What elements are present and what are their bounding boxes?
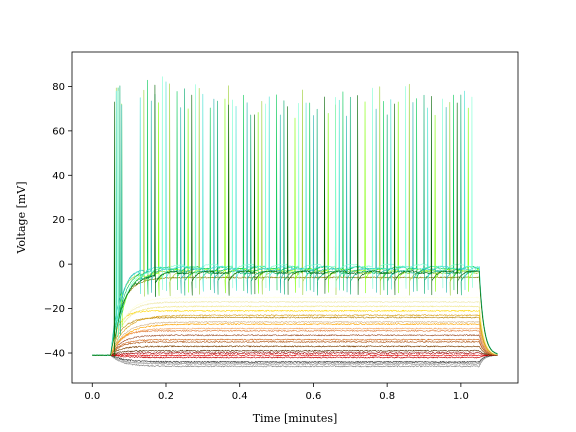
voltage-trace-18 — [92, 309, 498, 356]
x-tick-label: 0.4 — [232, 391, 248, 402]
y-axis-label: Voltage [mV] — [15, 181, 28, 254]
voltage-trace-14 — [92, 323, 498, 356]
voltage-trace-28 — [92, 76, 498, 356]
voltage-trace-8 — [92, 345, 498, 356]
voltage-trace-13 — [92, 327, 498, 356]
voltage-trace-9 — [92, 340, 498, 356]
x-axis-label: Time [minutes] — [253, 412, 338, 425]
y-tick-label: −20 — [44, 304, 65, 315]
voltage-trace-19 — [92, 305, 498, 356]
voltage-trace-16 — [92, 316, 498, 356]
voltage-trace-12 — [92, 329, 498, 356]
voltage-trace-3 — [92, 354, 498, 363]
voltage-trace-4 — [92, 354, 498, 359]
y-tick-label: 60 — [52, 126, 65, 137]
y-tick-label: −40 — [44, 349, 65, 360]
voltage-trace-11 — [92, 334, 498, 356]
x-axis-ticks: 0.0 0.2 0.4 0.6 0.8 1.0 — [84, 383, 469, 402]
x-tick-label: 0.0 — [84, 391, 100, 402]
voltage-trace-20 — [92, 300, 498, 356]
x-tick-label: 0.8 — [379, 391, 395, 402]
x-tick-label: 1.0 — [453, 391, 469, 402]
x-tick-label: 0.2 — [158, 391, 174, 402]
y-tick-label: 20 — [52, 215, 65, 226]
voltage-trace-27 — [92, 98, 498, 356]
voltage-trace-2 — [92, 354, 498, 364]
plot-frame — [71, 51, 519, 384]
voltage-trace-23 — [92, 98, 498, 356]
voltage-trace-7 — [92, 349, 498, 356]
voltage-trace-30 — [92, 84, 498, 358]
y-tick-label: 40 — [52, 171, 65, 182]
voltage-trace-6 — [92, 352, 498, 356]
voltage-trace-0 — [92, 354, 498, 368]
x-tick-label: 0.6 — [305, 391, 321, 402]
voltage-trace-29 — [92, 81, 498, 356]
y-tick-label: 0 — [59, 260, 65, 271]
voltage-trace-21 — [92, 296, 498, 356]
traces-group — [92, 76, 498, 368]
voltage-trace-15 — [92, 320, 498, 356]
voltage-trace-10 — [92, 338, 498, 356]
voltage-trace-5 — [92, 354, 498, 357]
voltage-trace-22 — [92, 276, 498, 356]
voltage-trace-17 — [92, 314, 498, 356]
y-axis-ticks: −40 −20 0 20 40 60 80 — [44, 82, 72, 360]
y-tick-label: 80 — [52, 82, 65, 93]
